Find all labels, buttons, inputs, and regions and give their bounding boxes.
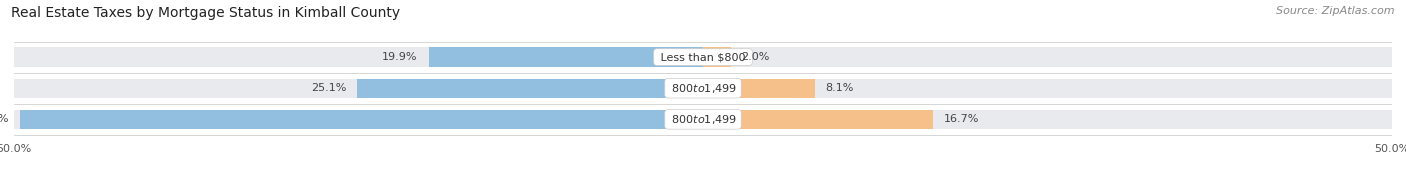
Bar xyxy=(703,110,934,129)
Text: 19.9%: 19.9% xyxy=(382,52,418,62)
Text: 49.6%: 49.6% xyxy=(0,114,8,124)
Text: $800 to $1,499: $800 to $1,499 xyxy=(668,113,738,126)
Text: 25.1%: 25.1% xyxy=(311,83,346,93)
Bar xyxy=(20,110,703,129)
Text: 8.1%: 8.1% xyxy=(825,83,853,93)
Text: Less than $800: Less than $800 xyxy=(657,52,749,62)
Bar xyxy=(703,47,731,67)
Text: 16.7%: 16.7% xyxy=(945,114,980,124)
Bar xyxy=(14,79,1392,98)
Bar xyxy=(14,47,1392,67)
Text: Source: ZipAtlas.com: Source: ZipAtlas.com xyxy=(1277,6,1395,16)
Bar xyxy=(429,47,703,67)
Legend: Without Mortgage, With Mortgage: Without Mortgage, With Mortgage xyxy=(588,193,818,196)
Bar xyxy=(703,79,814,98)
Bar xyxy=(14,110,1392,129)
Text: Real Estate Taxes by Mortgage Status in Kimball County: Real Estate Taxes by Mortgage Status in … xyxy=(11,6,401,20)
Text: $800 to $1,499: $800 to $1,499 xyxy=(668,82,738,95)
Bar xyxy=(357,79,703,98)
Text: 2.0%: 2.0% xyxy=(741,52,770,62)
